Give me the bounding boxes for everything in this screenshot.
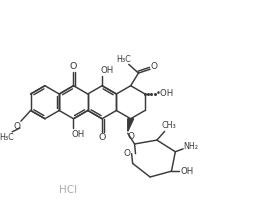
Text: H₃C: H₃C (0, 133, 14, 142)
Text: H₃C: H₃C (116, 55, 131, 64)
Text: O: O (123, 149, 130, 158)
Text: OH: OH (72, 130, 85, 139)
Text: OH: OH (100, 66, 113, 75)
Text: O: O (70, 62, 77, 71)
Text: O: O (127, 132, 134, 141)
Text: •OH: •OH (156, 90, 174, 99)
Text: OH: OH (181, 167, 194, 176)
Text: O: O (99, 133, 106, 142)
Text: O: O (14, 121, 20, 130)
Text: NH₂: NH₂ (183, 142, 198, 151)
Text: CH₃: CH₃ (161, 121, 176, 130)
Polygon shape (128, 119, 134, 131)
Text: HCl: HCl (59, 185, 77, 195)
Text: O: O (150, 62, 158, 71)
